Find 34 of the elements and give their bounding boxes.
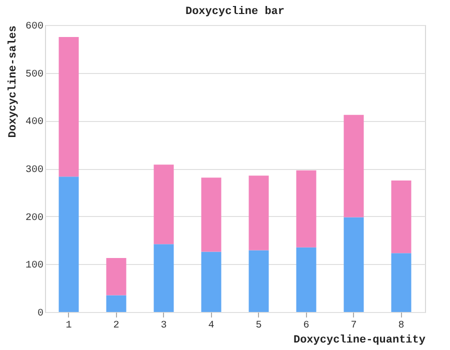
bar: [201, 252, 222, 312]
x-tick-label: 8: [398, 320, 404, 332]
x-tick-label: 7: [350, 320, 357, 332]
y-tick-label: 400: [25, 117, 44, 128]
x-tick-label: 6: [303, 320, 310, 332]
x-tick-label: 5: [256, 320, 262, 332]
x-tick-label: 4: [208, 320, 214, 332]
y-axis-title: Doxycycline-sales: [7, 26, 20, 138]
bar: [58, 36, 79, 177]
bar: [106, 295, 126, 312]
bar: [201, 178, 222, 252]
bar: [248, 250, 269, 312]
bar: [58, 176, 79, 312]
bar: [391, 253, 412, 312]
y-tick-label: 100: [25, 260, 44, 272]
bar: [344, 217, 364, 312]
y-tick-label: 200: [25, 212, 44, 224]
x-axis-title: Doxycycline-quantity: [293, 334, 426, 346]
chart-title: Doxycycline bar: [185, 6, 285, 18]
bar: [106, 258, 126, 296]
y-tick-label: 500: [25, 69, 44, 80]
bar: [154, 164, 174, 244]
bar: [248, 176, 269, 250]
y-tick-label: 600: [25, 22, 44, 32]
y-tick-label: 0: [37, 308, 44, 320]
bar: [296, 170, 316, 248]
bar: [391, 180, 412, 254]
x-tick-label: 2: [113, 320, 120, 332]
y-tick-label: 300: [25, 165, 44, 176]
bar: [296, 247, 316, 312]
bar: [344, 114, 364, 218]
bar: [154, 244, 174, 312]
x-tick-label: 3: [160, 320, 167, 332]
x-tick-label: 1: [66, 320, 72, 332]
